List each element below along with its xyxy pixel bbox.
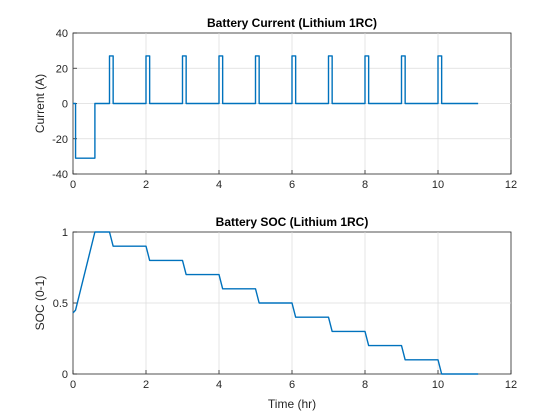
- soc-x-tick-label: 6: [289, 379, 295, 391]
- current-y-tick-label: 40: [56, 28, 68, 40]
- current-x-tick-label: 6: [289, 179, 295, 191]
- current-y-tick-label: 0: [62, 99, 68, 111]
- current-chart-title: Battery Current (Lithium 1RC): [207, 16, 377, 30]
- soc-x-tick-label: 10: [432, 379, 444, 391]
- current-x-tick-label: 8: [362, 179, 368, 191]
- soc-ticks: 0 2 4 6 8 10 12 0 0.5 1: [53, 227, 517, 391]
- current-y-tick-label: -20: [52, 134, 68, 146]
- current-y-tick-label: -40: [52, 169, 68, 181]
- current-x-tick-label: 0: [70, 179, 76, 191]
- current-x-tick-label: 4: [216, 179, 222, 191]
- current-x-tick-label: 12: [505, 179, 517, 191]
- soc-x-tick-label: 2: [143, 379, 149, 391]
- soc-series-line: [72, 231, 479, 375]
- soc-x-axis-label: Time (hr): [268, 397, 316, 411]
- soc-y-tick-label: 0: [62, 369, 68, 381]
- soc-y-tick-label: 1: [62, 227, 68, 239]
- soc-x-tick-label: 12: [505, 379, 517, 391]
- current-y-tick-label: 20: [56, 63, 68, 75]
- current-x-tick-label: 10: [432, 179, 444, 191]
- soc-axes: 0 2 4 6 8 10 12 0 0.5 1 Battery SOC (Lithium 1RC)…: [33, 215, 517, 411]
- soc-x-tick-label: 0: [70, 379, 76, 391]
- soc-x-tick-label: 8: [362, 379, 368, 391]
- current-ticks: 0 2 4 6 8 10 12 -40 -20 0 20 40: [52, 28, 517, 191]
- current-axes: 0 2 4 6 8 10 12 -40 -20 0 20 40 Battery Current (Li…: [33, 16, 517, 191]
- soc-x-tick-label: 4: [216, 379, 222, 391]
- soc-y-axis-label: SOC (0-1): [33, 276, 47, 331]
- current-x-tick-label: 2: [143, 179, 149, 191]
- soc-chart-title: Battery SOC (Lithium 1RC): [216, 215, 369, 229]
- current-y-axis-label: Current (A): [33, 74, 47, 133]
- soc-y-tick-label: 0.5: [53, 298, 68, 310]
- current-series-line: [73, 55, 479, 159]
